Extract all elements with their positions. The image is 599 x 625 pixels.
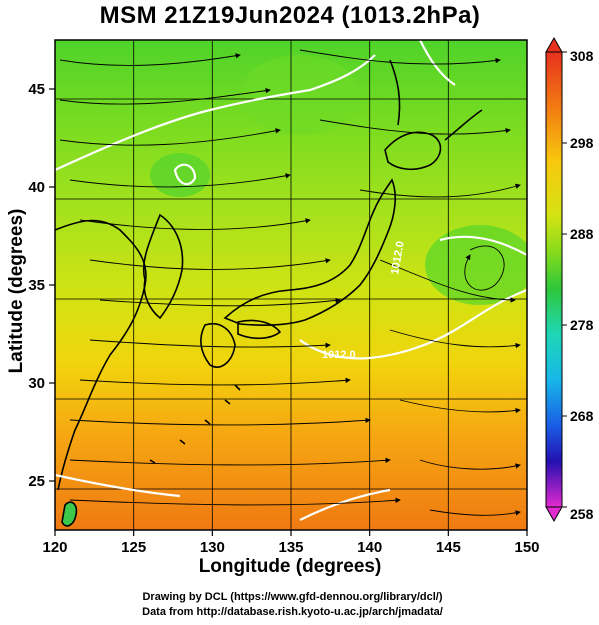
colorbar-tick-label: 298 [570,135,594,151]
x-tick-label: 150 [514,539,539,556]
cool-patch [425,225,527,305]
cool-patch [150,153,210,197]
x-tick-label: 140 [357,539,382,556]
pressure-contours [55,40,527,521]
y-axis-label: Latitude (degrees) [6,208,27,374]
contour-label: 1012.0 [322,349,356,361]
y-tick-label: 35 [28,277,45,294]
colorbar-tick-label: 258 [570,506,594,522]
colorbar-tick-label: 308 [570,48,594,64]
y-axis-ticks: 25 30 35 40 45 [28,81,55,490]
y-tick-label: 25 [28,473,45,490]
y-tick-label: 45 [28,81,45,98]
colorbar-ticks: 308 298 288 278 268 258 [562,48,594,522]
colorbar-tick-label: 288 [570,226,594,242]
y-tick-label: 30 [28,375,45,392]
x-tick-label: 135 [278,539,303,556]
graticule [55,40,527,530]
credit-data-source: Data from http://database.rish.kyoto-u.a… [142,606,443,618]
contour-label: 1012.0 [389,240,407,275]
colorbar-bottom-triangle [545,506,563,523]
x-tick-label: 125 [121,539,146,556]
x-tick-label: 145 [436,539,461,556]
x-tick-label: 130 [200,539,225,556]
cool-patch [240,55,360,135]
x-axis-ticks: 120 125 130 135 140 145 150 [42,530,540,556]
x-axis-label: Longitude (degrees) [198,556,382,577]
y-tick-label: 40 [28,179,45,196]
wind-streamlines [59,49,521,516]
map-title: MSM 21Z19Jun2024 (1013.2hPa) [99,2,481,29]
colorbar-top-triangle [545,36,563,53]
colorbar: 308 298 288 278 268 258 [545,36,594,523]
colorbar-scale [545,51,563,508]
credit-drawing: Drawing by DCL (https://www.gfd-dennou.o… [142,591,443,603]
colorbar-tick-label: 278 [570,317,594,333]
colorbar-tick-label: 268 [570,408,594,424]
coastlines [55,59,483,527]
x-tick-label: 120 [42,539,67,556]
